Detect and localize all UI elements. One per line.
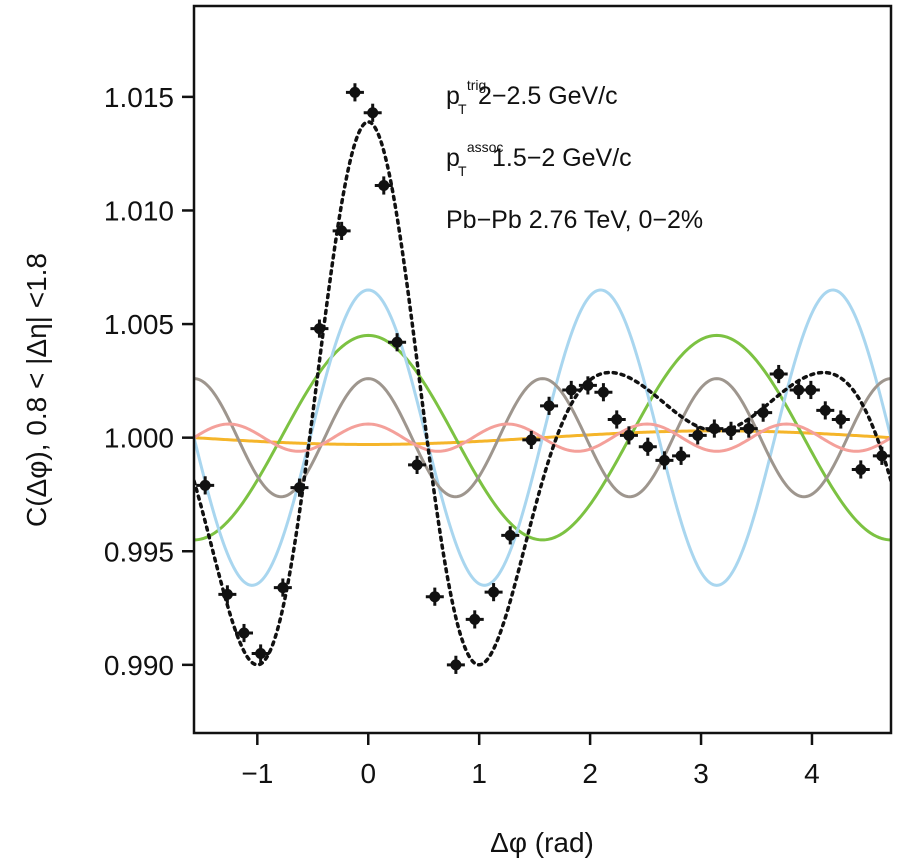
data-point <box>374 176 393 195</box>
x-tick-label: −1 <box>241 758 273 789</box>
data-point <box>688 426 707 445</box>
data-point <box>739 419 758 438</box>
data-point <box>218 585 237 604</box>
data-points <box>196 83 891 674</box>
data-point <box>769 364 788 384</box>
annotation-trigger-p: p <box>446 82 460 110</box>
annotation-associated-p: p <box>446 144 460 172</box>
plot-frame <box>192 4 893 735</box>
data-point <box>816 401 835 420</box>
data-point <box>594 383 613 402</box>
data-point <box>446 655 465 674</box>
data-point <box>310 319 329 338</box>
data-point <box>578 376 597 395</box>
annotation-trigger-text: 2−2.5 GeV/c <box>478 82 618 110</box>
data-point <box>754 403 773 422</box>
plot-background <box>194 6 891 733</box>
y-tick-label: 1.000 <box>104 423 174 454</box>
data-point <box>290 478 309 497</box>
harmonic-v4-curve <box>194 377 891 499</box>
y-axis-label: C(Δφ), 0.8 < |Δη| <1.8 <box>21 253 52 527</box>
y-tick-label: 1.015 <box>104 82 174 113</box>
x-axis: −1 0 1 2 3 4 <box>241 733 820 789</box>
annotation-trigger: p trig T 2−2.5 GeV/c <box>446 68 618 120</box>
x-tick-label: 1 <box>471 758 487 789</box>
data-point <box>655 451 674 470</box>
annotation-associated-text: 1.5−2 GeV/c <box>492 144 632 172</box>
data-point <box>363 103 382 122</box>
x-tick-label: 3 <box>693 758 709 789</box>
data-point <box>235 623 254 643</box>
y-tick-label: 1.005 <box>104 309 174 340</box>
annotation-trigger-sup: trig <box>467 77 486 93</box>
y-tick-label: 1.010 <box>104 195 174 226</box>
data-point <box>562 380 581 400</box>
data-point <box>619 426 638 445</box>
data-point <box>388 333 407 352</box>
data-point <box>465 610 484 629</box>
data-point <box>851 460 870 479</box>
data-point <box>273 578 292 597</box>
data-point <box>251 644 270 663</box>
x-tick-label: 2 <box>582 758 598 789</box>
y-tick-label: 0.995 <box>104 536 174 567</box>
harmonic-v2-curve <box>194 333 891 542</box>
annotation-associated-sub: T <box>458 163 467 179</box>
annotation-associated-sup: assoc <box>467 139 504 155</box>
data-point <box>345 83 364 102</box>
data-point <box>484 583 503 602</box>
data-point <box>332 221 351 241</box>
y-tick-label: 0.990 <box>104 650 174 681</box>
fit-curve <box>194 120 891 667</box>
annotation-trigger-sub: T <box>458 101 467 117</box>
x-tick-label: 4 <box>804 758 820 789</box>
annotation-system: Pb−Pb 2.76 TeV, 0−2% <box>446 206 703 234</box>
x-tick-label: 0 <box>360 758 376 789</box>
y-axis: 0.990 0.995 1.000 1.005 1.010 1.015 <box>104 82 194 681</box>
data-point <box>425 587 444 606</box>
x-axis-label: Δφ (rad) <box>490 827 594 858</box>
data-point <box>408 455 427 475</box>
fit-curve-layer <box>194 120 891 667</box>
data-point <box>831 410 850 429</box>
annotation-associated: p assoc T 1.5−2 GeV/c <box>446 130 632 182</box>
data-point <box>801 380 820 400</box>
data-point <box>721 421 740 440</box>
data-point <box>607 410 626 429</box>
data-point <box>540 396 559 415</box>
data-point <box>705 419 724 438</box>
data-point <box>872 446 891 465</box>
data-point <box>501 526 520 545</box>
harmonic-v5-curve <box>194 422 891 453</box>
data-point <box>196 476 215 495</box>
data-point <box>638 437 657 456</box>
data-point <box>522 430 541 450</box>
data-point <box>672 446 691 465</box>
